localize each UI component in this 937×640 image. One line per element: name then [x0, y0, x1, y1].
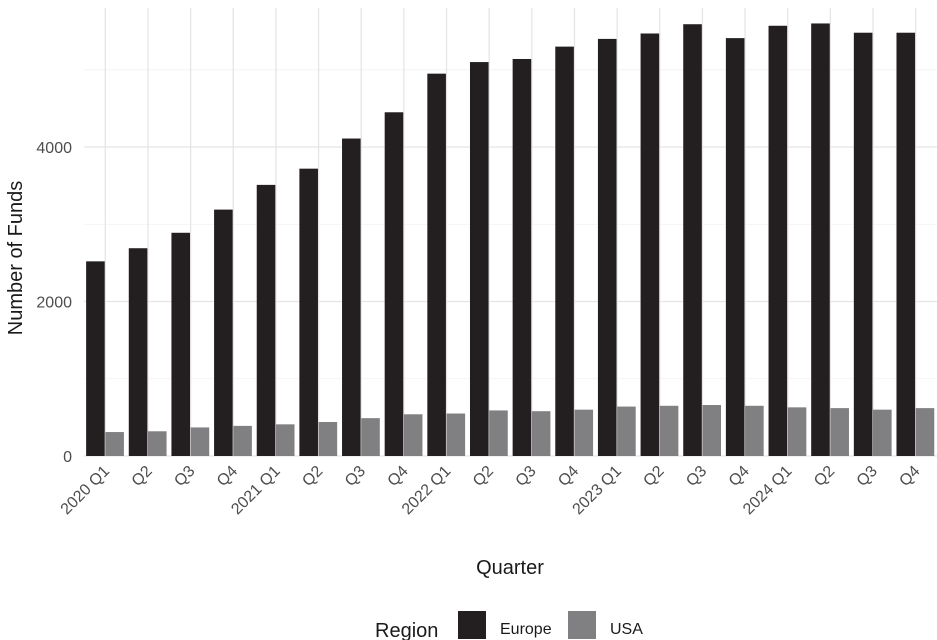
bar-europe [811, 23, 830, 457]
legend-label-europe: Europe [500, 621, 552, 638]
bar-usa [617, 406, 636, 456]
bar-europe [256, 184, 276, 456]
bar-europe [853, 32, 873, 456]
x-tick-label: Q3 [854, 463, 881, 490]
bar-europe [683, 24, 702, 456]
x-tick-label: Q3 [513, 463, 540, 490]
bar-usa [105, 432, 124, 456]
y-axis-title: Number of Funds [5, 181, 27, 336]
bar-europe [86, 261, 105, 456]
bar-usa [745, 405, 764, 456]
bar-usa [830, 408, 849, 456]
bar-usa [403, 414, 423, 456]
y-tick-label: 0 [63, 449, 72, 466]
bar-europe [384, 112, 404, 456]
bar-europe [896, 32, 916, 456]
legend-key-usa [568, 611, 596, 639]
bar-europe [469, 62, 489, 456]
bar-usa [531, 411, 551, 456]
x-tick-label: Q2 [470, 463, 497, 490]
bar-usa [233, 425, 252, 456]
y-tick-label: 2000 [36, 295, 72, 312]
bar-europe [597, 38, 617, 457]
legend-title: Region [375, 620, 438, 640]
bars [86, 23, 935, 457]
bar-usa [489, 410, 508, 456]
bar-usa [873, 409, 892, 456]
legend-label-usa: USA [610, 621, 643, 638]
gridlines [84, 8, 937, 457]
bar-usa [659, 405, 679, 456]
y-axis-ticks: 0 2000 4000 [36, 140, 72, 466]
bar-europe [768, 25, 788, 457]
bar-usa [915, 408, 935, 456]
legend-key-europe [458, 611, 486, 639]
bar-europe [427, 73, 446, 456]
bar-europe [299, 168, 318, 457]
bar-usa [147, 431, 167, 456]
bar-europe [214, 209, 233, 456]
bar-europe [128, 248, 148, 456]
x-tick-label: 2020 Q1 [58, 463, 113, 518]
x-tick-label: Q2 [299, 463, 326, 490]
bar-usa [702, 405, 722, 456]
bar-europe [512, 58, 532, 456]
x-axis-title: Quarter [476, 557, 544, 579]
bar-europe [725, 38, 745, 456]
bar-usa [361, 418, 380, 456]
x-tick-label: Q3 [171, 463, 198, 490]
bar-usa [190, 427, 210, 456]
x-tick-label: Q4 [555, 463, 582, 490]
bar-usa [574, 409, 594, 456]
legend: Region Europe USA [375, 611, 643, 640]
x-tick-label: Q2 [640, 463, 667, 490]
x-tick-label: Q4 [214, 463, 241, 490]
x-tick-label: Q3 [683, 463, 710, 490]
y-tick-label: 4000 [36, 140, 72, 157]
x-tick-label: Q4 [385, 463, 412, 490]
x-tick-label: Q2 [129, 463, 156, 490]
x-tick-label: Q3 [342, 463, 369, 490]
x-tick-label: Q4 [726, 463, 753, 490]
bar-europe [555, 46, 574, 456]
bar-usa [446, 413, 466, 456]
x-tick-label: Q2 [811, 463, 838, 490]
bar-usa [787, 407, 807, 456]
legend-items: Europe USA [458, 611, 643, 639]
bar-europe [640, 33, 660, 456]
x-tick-label: Q4 [896, 463, 923, 490]
bar-usa [318, 422, 338, 456]
bar-usa [275, 424, 295, 456]
bar-europe [342, 138, 361, 456]
bar-europe [171, 232, 191, 456]
